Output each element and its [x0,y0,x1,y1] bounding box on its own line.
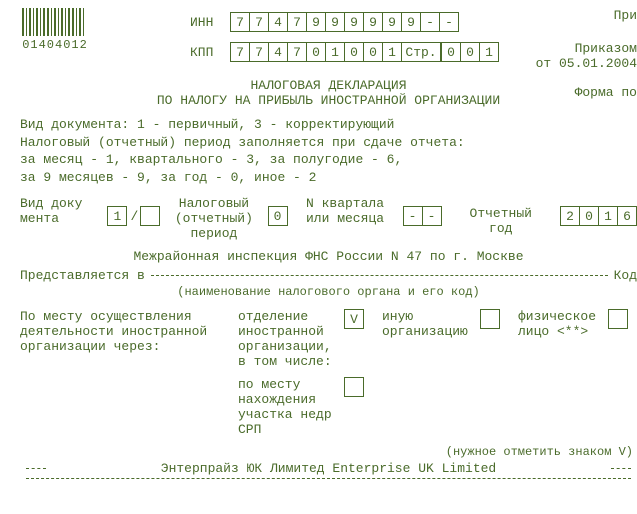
tax-office-name: Межрайонная инспекция ФНС России N 47 по… [20,249,637,264]
presented-label: Представляется в [20,268,145,283]
tax-office-hint: (наименование налогового органа и его ко… [20,285,637,299]
quarter-label-a: N квартала [302,196,389,211]
note-prikazom: Приказом [536,41,637,56]
cell[interactable]: 0 [579,206,599,226]
cell[interactable]: 9 [401,12,421,32]
loc-option-individual: физическое лицо <**> [518,309,628,369]
note-pri: При [536,8,637,23]
year-cells[interactable]: 2016 [560,206,637,226]
location-left: По месту осуществления деятельности инос… [20,309,220,369]
loc-option-other-org: иную организацию [382,309,500,369]
header-notes: При Приказом от 05.01.2004 Форма по [536,8,637,100]
org-underline [26,478,631,479]
cell[interactable]: 1 [598,206,618,226]
cell[interactable]: 9 [344,12,364,32]
doc-kind-label-b: мента [20,211,59,226]
cell[interactable]: - [420,12,440,32]
cell[interactable]: 9 [306,12,326,32]
loc-sub-option: по месту нахождения участка недр СРП [238,377,364,437]
mark-hint: (нужное отметить знаком V) [20,445,633,459]
cell[interactable]: 0 [441,42,461,62]
cell[interactable]: 0 [363,42,383,62]
barcode: 01404012 [20,8,90,52]
cell[interactable]: 1 [325,42,345,62]
doc-kind-extra[interactable] [140,206,160,226]
kpp-cells: 774701001 [230,42,402,62]
cell[interactable]: 9 [382,12,402,32]
cell[interactable]: - [422,206,442,226]
page-cells: 001 [441,42,499,62]
cell[interactable]: 1 [382,42,402,62]
loc-check-other-org[interactable] [480,309,500,329]
quarter-cells[interactable]: -- [403,206,442,226]
kpp-label: КПП [190,45,230,60]
loc-option-branch: отделение иностранной организации, в том… [238,309,364,369]
inn-cells: 7747999999-- [230,12,459,32]
doc-kind-main[interactable]: 1 [107,206,127,226]
quarter-label-b: или месяца [302,211,389,226]
cell[interactable]: - [439,12,459,32]
barcode-number: 01404012 [20,38,90,52]
tax-period-label-c: период [174,226,253,241]
instructions: Вид документа: 1 - первичный, 3 - коррек… [20,116,637,186]
cell[interactable]: 7 [249,12,269,32]
cell[interactable]: 7 [230,42,250,62]
loc-check-branch[interactable]: V [344,309,364,329]
cell[interactable]: 7 [287,12,307,32]
page-label: Стр. [401,42,441,62]
cell[interactable]: 9 [363,12,383,32]
year-label: Отчетный год [470,206,532,236]
cell[interactable]: 2 [560,206,580,226]
doc-kind-label-a: Вид доку [20,196,93,211]
cell[interactable]: 6 [617,206,637,226]
loc-sub-check[interactable] [344,377,364,397]
cell[interactable]: 9 [325,12,345,32]
cell[interactable]: 7 [287,42,307,62]
dashed-line [151,275,608,276]
tax-period-label-a: Налоговый [174,196,253,211]
org-name: Энтерпрайз ЮК Лимитед Enterprise UK Limi… [52,461,605,476]
tax-period-value[interactable]: 0 [268,206,288,226]
doc-kind-sep: / [130,209,138,224]
loc-check-individual[interactable] [608,309,628,329]
cell[interactable]: 4 [268,12,288,32]
code-label: Код [614,268,637,283]
cell[interactable]: 7 [230,12,250,32]
cell[interactable]: 1 [479,42,499,62]
cell[interactable]: 7 [249,42,269,62]
inn-label: ИНН [190,15,230,30]
cell[interactable]: 0 [344,42,364,62]
cell[interactable]: 0 [460,42,480,62]
note-forma: Форма по [536,85,637,100]
note-date: от 05.01.2004 [536,56,637,71]
tax-period-label-b: (отчетный) [174,211,253,226]
cell[interactable]: - [403,206,423,226]
cell[interactable]: 4 [268,42,288,62]
cell[interactable]: 0 [306,42,326,62]
